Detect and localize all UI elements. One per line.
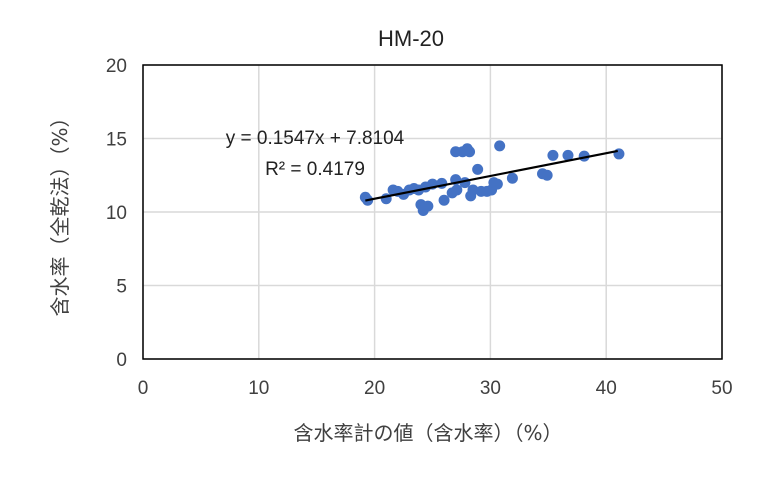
- x-tick-label: 10: [248, 378, 269, 399]
- y-axis-label: 含水率（全乾法）（%）: [48, 107, 72, 316]
- data-points: [359, 140, 625, 217]
- data-point: [438, 194, 450, 206]
- data-point: [562, 149, 574, 161]
- x-tick-label: 20: [364, 378, 385, 399]
- x-axis-label: 含水率計の値（含水率）（%）: [293, 421, 562, 445]
- x-tick-label: 50: [711, 378, 732, 399]
- data-point: [547, 149, 559, 161]
- y-tick-label: 5: [116, 277, 127, 298]
- data-point: [472, 163, 484, 175]
- plot-area-border: [142, 64, 723, 360]
- data-point: [422, 200, 434, 212]
- data-point: [494, 140, 506, 152]
- data-point: [613, 148, 625, 160]
- x-tick-label: 0: [138, 378, 149, 399]
- trendline: [365, 149, 618, 202]
- trendline-r-squared: R² = 0.4179: [265, 159, 365, 180]
- y-tick-label: 0: [116, 350, 127, 371]
- chart-title: HM-20: [378, 26, 444, 51]
- x-tick-label: 30: [480, 378, 501, 399]
- x-axis-ticks: 0 10 20 30 40 50: [138, 378, 733, 399]
- y-tick-label: 20: [106, 56, 127, 77]
- y-tick-label: 10: [106, 203, 127, 224]
- data-point: [491, 178, 503, 190]
- data-point: [451, 184, 463, 196]
- x-tick-label: 40: [596, 378, 617, 399]
- data-point: [541, 169, 553, 181]
- y-tick-label: 15: [106, 130, 127, 151]
- gridlines: [142, 64, 723, 360]
- data-point: [506, 172, 518, 184]
- data-point: [467, 184, 479, 196]
- data-point: [464, 146, 476, 158]
- trendline-equation: y = 0.1547x + 7.8104: [226, 128, 405, 149]
- y-axis-ticks: 0 5 10 15 20: [106, 56, 127, 371]
